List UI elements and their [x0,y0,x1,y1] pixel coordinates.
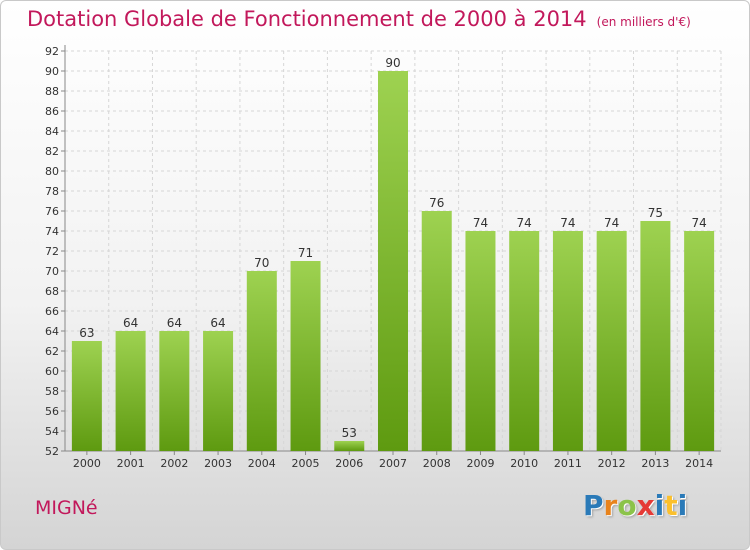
value-label: 75 [648,206,663,220]
value-label: 74 [691,216,706,230]
value-label: 90 [385,56,400,70]
y-tick-label: 72 [45,245,59,258]
value-label: 64 [123,316,138,330]
logo-letter: P [583,489,604,522]
chart-subtitle: (en milliers d'€) [596,15,691,29]
title-text: Dotation Globale de Fonctionnement de 20… [27,7,587,31]
x-tick-label: 2013 [641,457,669,470]
logo-letter: o [617,489,637,522]
y-tick-label: 80 [45,165,59,178]
x-tick-label: 2003 [204,457,232,470]
y-tick-label: 56 [45,405,59,418]
bar-2007 [378,71,408,451]
x-tick-label: 2008 [423,457,451,470]
bar-2000 [71,341,102,451]
bar-2004 [246,271,277,451]
y-tick-label: 66 [45,305,59,318]
labels: 52 54 56 58 60 62 64 66 68 70 72 74 76 78 80 82 84 86 88 90… [45,45,713,470]
bar-2008 [421,211,452,451]
x-tick-label: 2011 [554,457,582,470]
logo-letter: i [654,489,665,522]
value-label: 64 [210,316,225,330]
bar-2012 [596,231,627,451]
x-tick-label: 2007 [379,457,407,470]
value-label: 64 [167,316,182,330]
x-tick-label: 2005 [292,457,320,470]
x-tick-label: 2010 [510,457,538,470]
y-tick-label: 62 [45,345,59,358]
bar-2002 [159,331,190,451]
x-tick-label: 2012 [598,457,626,470]
x-tick-label: 2006 [335,457,363,470]
bar-2006 [334,441,365,451]
x-tick-label: 2001 [117,457,145,470]
y-tick-label: 54 [45,425,59,438]
y-tick-label: 86 [45,105,59,118]
value-label: 74 [517,216,532,230]
y-tick-label: 78 [45,185,59,198]
y-tick-label: 68 [45,285,59,298]
bar-2014 [684,231,715,451]
y-tick-label: 70 [45,265,59,278]
proxiti-logo: Proxiti [583,489,687,522]
y-tick-label: 58 [45,385,59,398]
bar-2013 [640,221,671,451]
logo-letter: x [636,489,655,522]
y-tick-label: 84 [45,125,59,138]
logo-letter: t [664,489,678,522]
y-tick-label: 76 [45,205,59,218]
y-tick-label: 92 [45,45,59,58]
value-label: 53 [342,426,357,440]
y-tick-label: 60 [45,365,59,378]
value-label: 71 [298,246,313,260]
x-tick-label: 2002 [160,457,188,470]
y-tick-label: 82 [45,145,59,158]
value-label: 63 [79,326,94,340]
value-label: 74 [560,216,575,230]
y-tick-label: 88 [45,85,59,98]
y-tick-label: 74 [45,225,59,238]
value-label: 76 [429,196,444,210]
x-tick-label: 2004 [248,457,276,470]
bar-2005 [290,261,321,451]
y-tick-label: 52 [45,445,59,458]
x-tick-label: 2000 [73,457,101,470]
logo-letter: i [677,489,688,522]
bar-2011 [552,231,583,451]
value-label: 74 [604,216,619,230]
value-label: 74 [473,216,488,230]
bars [71,71,715,451]
logo-letter: r [603,489,618,522]
value-label: 70 [254,256,269,270]
bar-2009 [465,231,496,451]
x-tick-label: 2009 [466,457,494,470]
y-tick-label: 90 [45,65,59,78]
y-tick-label: 64 [45,325,59,338]
bar-2003 [203,331,234,451]
bar-2001 [115,331,146,451]
chart-title: Dotation Globale de Fonctionnement de 20… [27,7,691,31]
x-tick-label: 2014 [685,457,713,470]
place-name: MIGNé [35,497,98,519]
bar-2010 [509,231,540,451]
